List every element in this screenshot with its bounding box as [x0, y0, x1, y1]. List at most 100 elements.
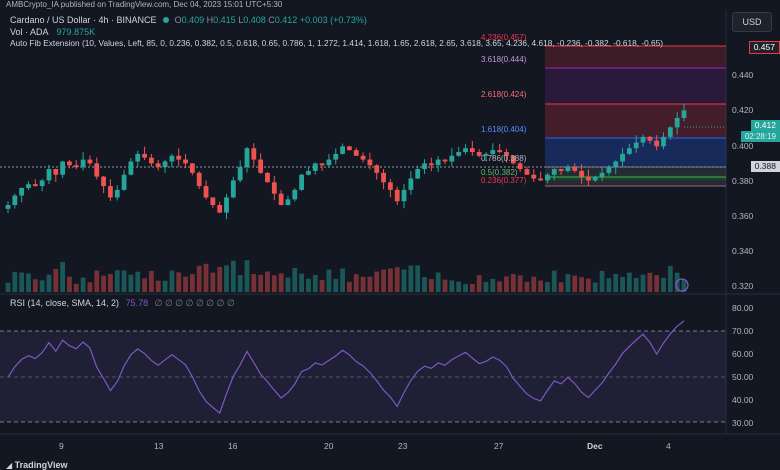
candle-body — [565, 167, 571, 171]
candle-body — [510, 155, 516, 164]
volume-bar — [667, 266, 673, 292]
candle-body — [497, 150, 503, 152]
volume-bar — [258, 274, 264, 292]
open-value: 0.409 — [181, 15, 205, 25]
fib-zones — [545, 45, 726, 187]
bar-countdown: 02:28:19 — [740, 131, 780, 142]
candle-body — [449, 155, 455, 162]
candlestick-series[interactable] — [5, 103, 687, 220]
candle-body — [667, 127, 673, 137]
volume-bar — [299, 273, 305, 292]
candle-body — [32, 184, 38, 187]
candle-body — [39, 180, 45, 187]
fib-label-0786: 0.786(0.388) — [481, 154, 527, 163]
x-tick: 9 — [59, 441, 64, 451]
volume-bar — [654, 275, 660, 292]
x-tick: 16 — [228, 441, 238, 451]
volume-bar — [551, 270, 557, 292]
indicator-badge-icon[interactable] — [675, 278, 689, 292]
volume-bar — [19, 272, 25, 292]
fib-indicator-legend[interactable]: Auto Fib Extension (10, Values, Left, 85… — [10, 38, 664, 48]
candle-body — [606, 167, 612, 173]
candle-body — [326, 159, 332, 166]
volume-bar — [558, 282, 564, 292]
volume-bar — [449, 280, 455, 292]
candle-body — [224, 197, 229, 213]
candle-body — [599, 172, 605, 177]
y-tick: 0.320 — [732, 281, 754, 291]
fib-label-2618: 2.618(0.424) — [481, 90, 527, 99]
volume-legend[interactable]: Vol · ADA 979.875K — [10, 27, 95, 38]
volume-bar — [94, 270, 100, 292]
candle-body — [661, 136, 666, 147]
currency-button[interactable]: USD — [732, 12, 772, 32]
tradingview-logo[interactable]: ◢ TradingView — [6, 460, 68, 470]
candle-body — [442, 159, 448, 162]
candle-body — [162, 161, 168, 168]
close-label: C — [268, 15, 275, 25]
candle-body — [654, 140, 660, 147]
volume-bar — [196, 265, 202, 292]
fib-label-05: 0.5(0.382) — [481, 168, 518, 177]
candle-body — [415, 169, 421, 179]
candle-body — [258, 159, 264, 173]
candle-body — [558, 169, 564, 171]
volume-bar — [176, 272, 182, 292]
candle-body — [401, 189, 407, 202]
volume-bar — [251, 273, 257, 292]
candle-body — [312, 163, 318, 171]
candle-body — [504, 152, 509, 156]
candle-body — [620, 153, 625, 162]
candle-body — [73, 165, 79, 168]
volume-bar — [681, 279, 687, 292]
low-value: 0.408 — [243, 15, 266, 25]
volume-bar — [312, 274, 318, 292]
price-tag-0388: 0.388 — [750, 161, 780, 172]
candle-body — [5, 205, 11, 209]
fib-zone-0382 — [545, 180, 726, 183]
volume-bar — [545, 282, 550, 292]
volume-bar — [435, 272, 441, 292]
volume-bar — [319, 279, 325, 292]
candle-body — [87, 159, 93, 164]
volume-bar — [39, 280, 45, 292]
rsi-legend[interactable]: RSI (14, close, SMA, 14, 2) 75.78 ∅ ∅ ∅ … — [10, 298, 235, 309]
candle-body — [340, 146, 345, 154]
candle-body — [586, 176, 591, 181]
candle-body — [67, 161, 72, 166]
candle-body — [545, 174, 550, 181]
volume-bar — [497, 281, 503, 292]
volume-bar — [374, 271, 380, 292]
volume-bar — [149, 270, 154, 292]
volume-bar — [606, 278, 612, 292]
candle-body — [203, 186, 209, 198]
volume-value: 979.875K — [56, 27, 96, 37]
market-status-icon — [163, 17, 170, 23]
candle-body — [128, 161, 134, 175]
volume-bar — [32, 279, 38, 292]
volume-bar — [278, 273, 284, 292]
volume-bar — [135, 271, 141, 292]
volume-bar — [428, 279, 434, 292]
y-tick: 0.360 — [732, 211, 754, 221]
candle-body — [681, 110, 687, 118]
rsi-tick: 40.00 — [732, 395, 754, 405]
candle-body — [469, 148, 475, 152]
volume-bar — [12, 271, 18, 292]
candle-body — [80, 159, 86, 168]
candle-body — [422, 163, 427, 170]
volume-bar — [162, 280, 168, 292]
volume-bar — [333, 278, 339, 292]
fib-zone-4236 — [545, 46, 726, 68]
candle-body — [12, 195, 18, 206]
volume-bar — [661, 277, 666, 292]
candle-body — [538, 178, 543, 181]
symbol-title: Cardano / US Dollar · 4h · BINANCE — [10, 15, 157, 25]
candle-body — [640, 136, 646, 143]
rsi-tick: 70.00 — [732, 326, 754, 336]
volume-bar — [237, 275, 243, 292]
volume-bar — [387, 268, 393, 292]
volume-bar — [271, 275, 277, 292]
symbol-legend[interactable]: Cardano / US Dollar · 4h · BINANCE O0.40… — [10, 15, 367, 26]
